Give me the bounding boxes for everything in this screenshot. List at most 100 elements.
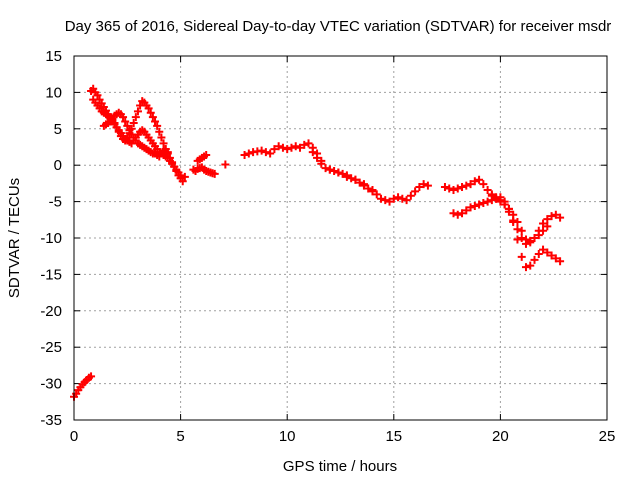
- data-point: [487, 190, 496, 199]
- data-point: [325, 165, 334, 174]
- data-point: [521, 263, 530, 272]
- data-point: [129, 118, 138, 127]
- data-point: [338, 169, 347, 178]
- plot-frame: [73, 55, 608, 421]
- data-point: [509, 216, 518, 225]
- data-point: [148, 113, 157, 122]
- data-point: [517, 226, 526, 235]
- data-point: [543, 248, 552, 257]
- data-point: [458, 209, 467, 218]
- data-point: [517, 252, 526, 261]
- data-point: [355, 178, 364, 187]
- data-point: [121, 117, 130, 126]
- x-tick-labels: 0 5 10 15 20 25: [70, 428, 616, 445]
- data-point: [347, 174, 356, 183]
- data-point: [475, 175, 484, 184]
- data-point: [180, 172, 189, 181]
- data-point: [521, 239, 530, 248]
- data-point: [551, 254, 560, 263]
- y-tick-label: -25: [40, 339, 62, 356]
- data-point: [479, 180, 488, 189]
- data-point: [470, 201, 479, 210]
- y-tick-label: -10: [40, 230, 62, 247]
- data-point: [513, 235, 522, 244]
- data-point: [539, 226, 548, 235]
- data-point: [221, 160, 230, 169]
- data-point: [123, 121, 132, 130]
- data-point: [131, 113, 140, 122]
- data-point: [334, 168, 343, 177]
- data-point: [240, 151, 249, 160]
- data-point: [377, 194, 386, 203]
- data-point: [530, 255, 539, 264]
- data-point: [556, 257, 565, 266]
- data-point: [359, 180, 368, 189]
- x-tick-label: 10: [279, 428, 296, 445]
- data-point: [496, 196, 505, 205]
- data-point: [157, 133, 166, 142]
- data-point: [462, 181, 471, 190]
- data-point: [313, 153, 322, 162]
- data-point: [547, 251, 556, 260]
- data-point: [257, 146, 266, 155]
- x-tick-label: 15: [385, 428, 402, 445]
- data-point: [513, 225, 522, 234]
- data-point: [530, 234, 539, 242]
- data-point: [146, 108, 155, 117]
- data-point: [539, 245, 548, 254]
- data-point: [351, 175, 360, 184]
- data-point: [470, 177, 479, 186]
- data-point: [440, 183, 449, 192]
- grid: [74, 56, 607, 420]
- data-point: [287, 143, 296, 152]
- data-point: [406, 191, 415, 200]
- data-point: [291, 142, 300, 151]
- data-point: [415, 183, 424, 192]
- data-point: [176, 171, 185, 180]
- y-tick-label: -15: [40, 266, 62, 283]
- x-tick-label: 5: [176, 428, 184, 445]
- y-tick-label: 5: [54, 121, 62, 138]
- data-point: [144, 104, 153, 113]
- data-point: [466, 180, 475, 189]
- y-tick-label: 10: [45, 84, 62, 101]
- data-point: [368, 185, 377, 194]
- data-point: [483, 197, 492, 206]
- data-point: [466, 203, 475, 212]
- data-point: [475, 200, 484, 209]
- data-point: [423, 181, 432, 190]
- y-axis-label: SDTVAR / TECUs: [6, 178, 23, 298]
- data-point: [283, 145, 292, 154]
- data-point: [543, 222, 552, 231]
- data-point: [539, 219, 548, 228]
- data-point: [504, 207, 513, 216]
- data-point: [372, 190, 381, 199]
- data-point: [321, 164, 330, 173]
- y-tick-label: -20: [40, 303, 62, 320]
- data-point: [159, 139, 168, 148]
- data-point: [483, 185, 492, 194]
- data-point: [453, 184, 462, 193]
- data-points: [70, 84, 565, 401]
- data-point: [398, 194, 407, 203]
- y-tick-label: -5: [49, 194, 62, 211]
- data-point: [308, 148, 317, 157]
- x-tick-label: 0: [70, 428, 78, 445]
- data-point: [304, 139, 313, 148]
- data-point: [270, 145, 279, 154]
- data-point: [300, 140, 309, 149]
- chart-title: Day 365 of 2016, Sidereal Day-to-day VTE…: [65, 18, 612, 35]
- data-point: [244, 149, 253, 158]
- data-point: [526, 261, 535, 270]
- data-point: [342, 171, 351, 180]
- data-point: [526, 236, 535, 245]
- data-point: [153, 121, 162, 130]
- data-point: [462, 206, 471, 215]
- data-point: [330, 167, 339, 176]
- data-point: [556, 213, 565, 222]
- data-point: [278, 143, 287, 152]
- data-point: [419, 180, 428, 189]
- data-point: [151, 117, 160, 126]
- data-point: [163, 148, 172, 157]
